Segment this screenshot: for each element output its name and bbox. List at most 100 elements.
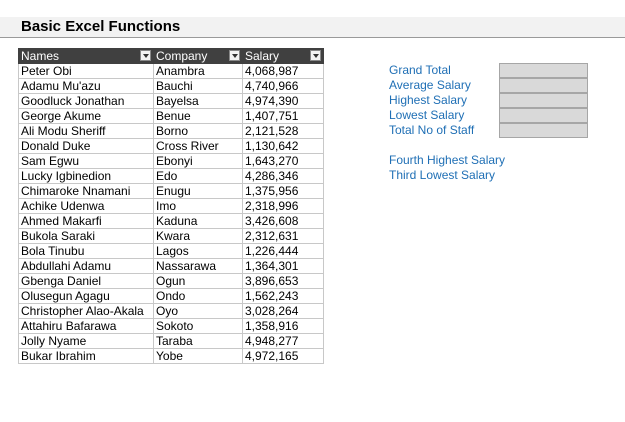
summary-label: Total No of Staff (389, 123, 475, 137)
table-row: George Akume Benue 1,407,751 (18, 108, 324, 124)
summary-value-cell[interactable] (499, 63, 588, 78)
cell-name[interactable]: Sam Egwu (18, 153, 154, 169)
cell-salary[interactable]: 4,948,277 (242, 333, 324, 349)
summary-row: Average Salary (389, 78, 589, 93)
summary-row: Highest Salary (389, 93, 589, 108)
cell-name[interactable]: Olusegun Agagu (18, 288, 154, 304)
sheet-title: Basic Excel Functions (21, 18, 181, 35)
cell-company[interactable]: Taraba (153, 333, 243, 349)
cell-salary[interactable]: 4,286,346 (242, 168, 324, 184)
cell-salary[interactable]: 3,896,653 (242, 273, 324, 289)
summary-label: Average Salary (389, 78, 471, 92)
cell-salary[interactable]: 2,121,528 (242, 123, 324, 139)
cell-name[interactable]: Christopher Alao-Akala (18, 303, 154, 319)
filter-dropdown-icon[interactable] (140, 50, 151, 61)
extra-panel: Fourth Highest Salary Third Lowest Salary (389, 153, 505, 183)
cell-salary[interactable]: 2,312,631 (242, 228, 324, 244)
cell-name[interactable]: Bola Tinubu (18, 243, 154, 259)
cell-salary[interactable]: 1,407,751 (242, 108, 324, 124)
extra-label: Third Lowest Salary (389, 168, 496, 182)
cell-name[interactable]: Ali Modu Sheriff (18, 123, 154, 139)
cell-company[interactable]: Ondo (153, 288, 243, 304)
cell-salary[interactable]: 3,028,264 (242, 303, 324, 319)
cell-name[interactable]: Goodluck Jonathan (18, 93, 154, 109)
summary-label: Grand Total (389, 63, 451, 77)
cell-company[interactable]: Kaduna (153, 213, 243, 229)
cell-salary[interactable]: 4,740,966 (242, 78, 324, 94)
extra-label: Fourth Highest Salary (389, 153, 506, 167)
summary-label: Highest Salary (389, 93, 468, 107)
cell-company[interactable]: Kwara (153, 228, 243, 244)
table-row: Bukar Ibrahim Yobe 4,972,165 (18, 348, 324, 364)
cell-name[interactable]: Attahiru Bafarawa (18, 318, 154, 334)
cell-company[interactable]: Imo (153, 198, 243, 214)
header-salary-label: Salary (245, 49, 280, 63)
cell-salary[interactable]: 1,358,916 (242, 318, 324, 334)
cell-salary[interactable]: 2,318,996 (242, 198, 324, 214)
cell-name[interactable]: Adamu Mu'azu (18, 78, 154, 94)
summary-value-cell[interactable] (499, 78, 588, 93)
cell-company[interactable]: Nassarawa (153, 258, 243, 274)
sort-filter-icon[interactable] (229, 50, 240, 61)
table-row: Bukola Saraki Kwara 2,312,631 (18, 228, 324, 244)
cell-name[interactable]: Jolly Nyame (18, 333, 154, 349)
cell-name[interactable]: Abdullahi Adamu (18, 258, 154, 274)
salary-table: Names Company Salary Peter Obi Anambra 4,0… (18, 48, 324, 364)
cell-company[interactable]: Yobe (153, 348, 243, 364)
table-body: Peter Obi Anambra 4,068,987 Adamu Mu'azu Bau… (18, 63, 324, 364)
cell-salary[interactable]: 1,375,956 (242, 183, 324, 199)
cell-company[interactable]: Benue (153, 108, 243, 124)
header-company[interactable]: Company (153, 48, 243, 64)
cell-salary[interactable]: 4,972,165 (242, 348, 324, 364)
cell-name[interactable]: Chimaroke Nnamani (18, 183, 154, 199)
table-row: Donald Duke Cross River 1,130,642 (18, 138, 324, 154)
cell-company[interactable]: Oyo (153, 303, 243, 319)
header-salary[interactable]: Salary (242, 48, 324, 64)
cell-salary[interactable]: 1,226,444 (242, 243, 324, 259)
cell-name[interactable]: Achike Udenwa (18, 198, 154, 214)
summary-value-cell[interactable] (499, 93, 588, 108)
cell-name[interactable]: Lucky Igbinedion (18, 168, 154, 184)
table-row: Ali Modu Sheriff Borno 2,121,528 (18, 123, 324, 139)
header-names[interactable]: Names (18, 48, 154, 64)
cell-salary[interactable]: 3,426,608 (242, 213, 324, 229)
cell-salary[interactable]: 1,562,243 (242, 288, 324, 304)
filter-dropdown-icon[interactable] (310, 50, 321, 61)
table-row: Bola Tinubu Lagos 1,226,444 (18, 243, 324, 259)
table-row: Achike Udenwa Imo 2,318,996 (18, 198, 324, 214)
cell-company[interactable]: Enugu (153, 183, 243, 199)
cell-name[interactable]: Bukola Saraki (18, 228, 154, 244)
table-row: Chimaroke Nnamani Enugu 1,375,956 (18, 183, 324, 199)
cell-name[interactable]: George Akume (18, 108, 154, 124)
cell-name[interactable]: Gbenga Daniel (18, 273, 154, 289)
summary-row: Grand Total (389, 63, 589, 78)
cell-company[interactable]: Borno (153, 123, 243, 139)
cell-salary[interactable]: 1,364,301 (242, 258, 324, 274)
cell-salary[interactable]: 4,068,987 (242, 63, 324, 79)
cell-company[interactable]: Ebonyi (153, 153, 243, 169)
summary-value-cell[interactable] (499, 123, 588, 138)
table-row: Adamu Mu'azu Bauchi 4,740,966 (18, 78, 324, 94)
cell-company[interactable]: Anambra (153, 63, 243, 79)
cell-company[interactable]: Bayelsa (153, 93, 243, 109)
summary-panel: Grand Total Average Salary Highest Salary L… (389, 63, 589, 138)
cell-company[interactable]: Cross River (153, 138, 243, 154)
cell-company[interactable]: Sokoto (153, 318, 243, 334)
cell-name[interactable]: Peter Obi (18, 63, 154, 79)
summary-value-cell[interactable] (499, 108, 588, 123)
cell-company[interactable]: Ogun (153, 273, 243, 289)
cell-name[interactable]: Bukar Ibrahim (18, 348, 154, 364)
table-row: Olusegun Agagu Ondo 1,562,243 (18, 288, 324, 304)
cell-name[interactable]: Donald Duke (18, 138, 154, 154)
table-row: Sam Egwu Ebonyi 1,643,270 (18, 153, 324, 169)
header-company-label: Company (156, 49, 208, 63)
cell-company[interactable]: Edo (153, 168, 243, 184)
cell-salary[interactable]: 4,974,390 (242, 93, 324, 109)
cell-name[interactable]: Ahmed Makarfi (18, 213, 154, 229)
table-row: Gbenga Daniel Ogun 3,896,653 (18, 273, 324, 289)
table-row: Peter Obi Anambra 4,068,987 (18, 63, 324, 79)
cell-salary[interactable]: 1,130,642 (242, 138, 324, 154)
cell-company[interactable]: Lagos (153, 243, 243, 259)
cell-company[interactable]: Bauchi (153, 78, 243, 94)
cell-salary[interactable]: 1,643,270 (242, 153, 324, 169)
